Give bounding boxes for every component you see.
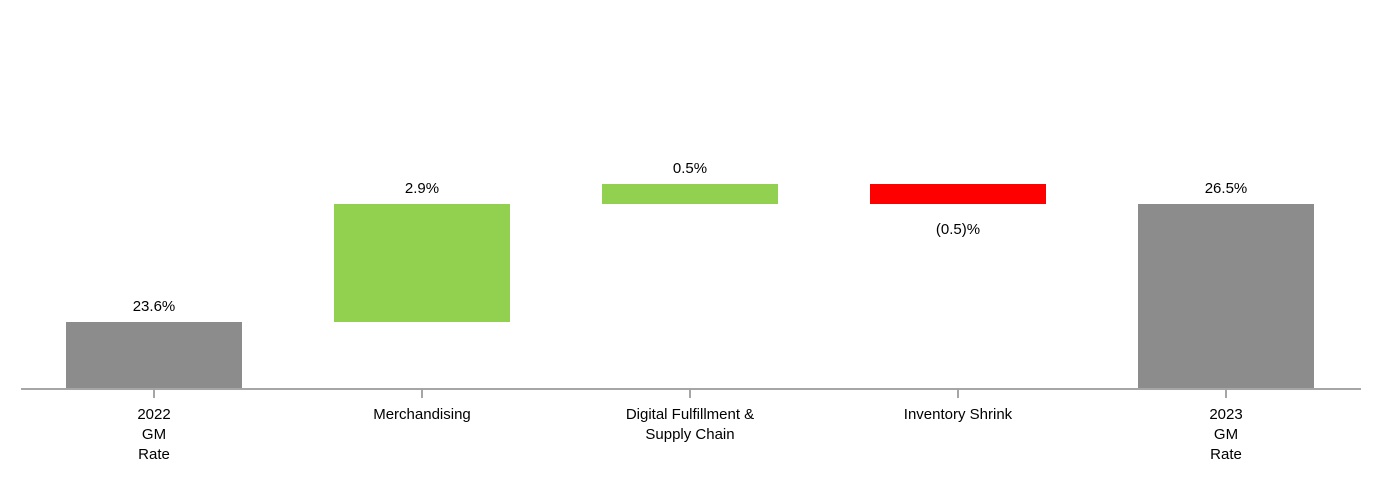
category-label-inventory-shrink: Inventory Shrink — [838, 405, 1078, 425]
category-label-2023-gm-rate: 2023 GM Rate — [1106, 405, 1346, 465]
x-axis-line — [21, 388, 1361, 390]
value-label-inventory-shrink: (0.5)% — [935, 221, 981, 238]
waterfall-bar-merchandising — [334, 204, 510, 322]
category-label-line: 2023 — [1209, 406, 1243, 423]
waterfall-bar-2022-gm-rate — [66, 322, 242, 388]
waterfall-bar-2023-gm-rate — [1138, 204, 1314, 388]
axis-tick-merchandising — [421, 390, 423, 398]
category-label-digital-fulfillment-supply-chain: Digital Fulfillment & Supply Chain — [570, 405, 810, 445]
axis-tick-digital-fulfillment-supply-chain — [689, 390, 691, 398]
axis-tick-2023-gm-rate — [1225, 390, 1227, 398]
axis-tick-inventory-shrink — [957, 390, 959, 398]
category-label-line: GM — [1213, 426, 1239, 443]
category-label-merchandising: Merchandising — [302, 405, 542, 425]
axis-tick-2022-gm-rate — [153, 390, 155, 398]
category-label-line: Rate — [138, 446, 170, 463]
value-label-digital-fulfillment-supply-chain: 0.5% — [672, 160, 708, 177]
category-label-line: Supply Chain — [645, 426, 735, 443]
waterfall-bar-digital-fulfillment-supply-chain — [602, 184, 778, 204]
category-label-line: Inventory Shrink — [903, 406, 1013, 423]
category-label-line: Rate — [1210, 446, 1242, 463]
category-label-2022-gm-rate: 2022 GM Rate — [34, 405, 274, 465]
category-label-line: 2022 — [137, 406, 171, 423]
value-label-merchandising: 2.9% — [404, 180, 440, 197]
value-label-2023-gm-rate: 26.5% — [1204, 180, 1248, 197]
category-label-line: Merchandising — [373, 406, 471, 423]
waterfall-bar-inventory-shrink — [870, 184, 1046, 204]
category-label-line: Digital Fulfillment & — [625, 406, 755, 423]
category-label-line: GM — [141, 426, 167, 443]
value-label-2022-gm-rate: 23.6% — [132, 298, 176, 315]
